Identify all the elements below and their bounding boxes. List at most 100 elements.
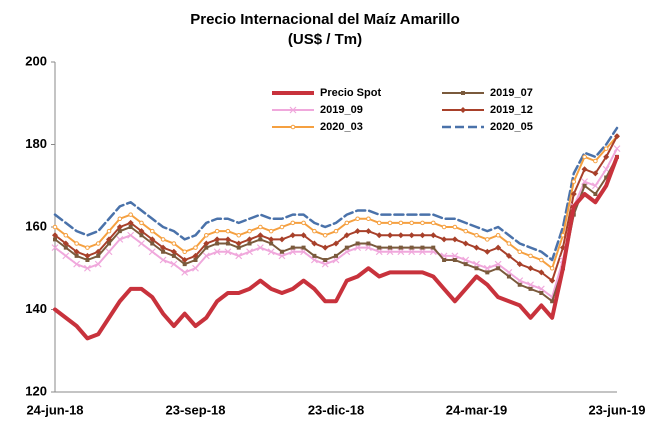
marker xyxy=(159,256,167,264)
legend-label: 2019_12 xyxy=(490,104,533,116)
marker xyxy=(398,245,403,250)
marker xyxy=(366,241,371,246)
x-tick-label: 24-jun-18 xyxy=(26,402,83,417)
marker xyxy=(268,228,274,234)
marker xyxy=(602,165,610,173)
marker xyxy=(494,260,502,268)
marker xyxy=(138,228,145,235)
marker xyxy=(267,248,275,256)
marker xyxy=(312,253,317,258)
marker xyxy=(355,216,360,222)
marker xyxy=(505,252,512,259)
marker xyxy=(537,285,545,293)
marker xyxy=(571,179,577,184)
marker xyxy=(225,228,231,234)
marker xyxy=(171,241,177,246)
marker xyxy=(441,236,448,243)
marker xyxy=(278,236,285,243)
legend-marker xyxy=(461,91,465,95)
marker xyxy=(204,232,209,238)
marker xyxy=(333,240,339,247)
marker xyxy=(193,245,198,250)
marker xyxy=(246,248,253,256)
marker xyxy=(214,236,221,243)
marker xyxy=(420,245,425,250)
marker xyxy=(528,286,533,291)
marker xyxy=(161,249,166,254)
marker xyxy=(419,248,426,256)
marker xyxy=(74,253,79,258)
marker xyxy=(496,266,501,271)
marker xyxy=(452,258,457,262)
y-tick-label: 160 xyxy=(25,218,47,233)
marker xyxy=(127,219,134,226)
marker xyxy=(85,245,90,250)
marker xyxy=(160,237,166,242)
marker xyxy=(247,228,252,234)
marker xyxy=(430,220,436,226)
marker xyxy=(442,258,447,262)
marker xyxy=(603,153,610,160)
marker xyxy=(224,236,231,243)
marker xyxy=(310,256,318,264)
marker xyxy=(376,232,383,239)
marker xyxy=(117,216,123,222)
marker xyxy=(366,216,371,222)
marker xyxy=(397,232,404,239)
marker xyxy=(549,265,555,271)
marker xyxy=(452,224,458,230)
marker xyxy=(473,244,480,251)
marker xyxy=(484,248,491,255)
marker xyxy=(538,269,545,276)
marker xyxy=(204,245,209,250)
marker xyxy=(539,291,544,295)
marker xyxy=(149,236,156,243)
marker xyxy=(63,232,69,238)
marker xyxy=(139,233,144,238)
y-tick-label: 180 xyxy=(25,136,47,151)
marker xyxy=(107,241,112,246)
marker xyxy=(419,232,426,239)
marker xyxy=(213,248,221,256)
marker xyxy=(354,228,361,235)
marker xyxy=(517,282,522,287)
marker xyxy=(332,256,340,264)
x-tick-label: 24-mar-19 xyxy=(446,402,507,417)
chart-title: Precio Internacional del Maíz Amarillo xyxy=(190,11,460,28)
marker xyxy=(236,245,241,250)
marker xyxy=(527,265,534,272)
marker xyxy=(613,145,621,153)
marker xyxy=(94,260,102,268)
marker xyxy=(377,245,382,250)
marker xyxy=(334,253,338,258)
marker xyxy=(95,241,101,246)
marker xyxy=(128,212,133,217)
marker xyxy=(409,220,414,226)
marker xyxy=(279,249,284,254)
marker xyxy=(85,258,90,262)
marker xyxy=(268,236,275,243)
marker xyxy=(582,154,587,160)
marker xyxy=(388,245,393,250)
marker xyxy=(225,241,230,246)
marker xyxy=(53,237,57,242)
marker xyxy=(474,232,479,238)
marker xyxy=(376,220,382,226)
marker xyxy=(215,241,220,246)
marker xyxy=(581,166,588,173)
marker xyxy=(527,281,534,289)
y-tick-label: 140 xyxy=(25,301,47,316)
marker xyxy=(52,224,58,230)
marker xyxy=(462,256,470,264)
marker xyxy=(236,232,242,238)
marker xyxy=(495,244,502,251)
marker xyxy=(462,240,469,247)
marker xyxy=(485,237,490,242)
marker xyxy=(192,264,199,272)
marker xyxy=(322,244,329,251)
marker xyxy=(278,252,286,260)
marker xyxy=(182,249,187,255)
marker xyxy=(430,232,437,239)
